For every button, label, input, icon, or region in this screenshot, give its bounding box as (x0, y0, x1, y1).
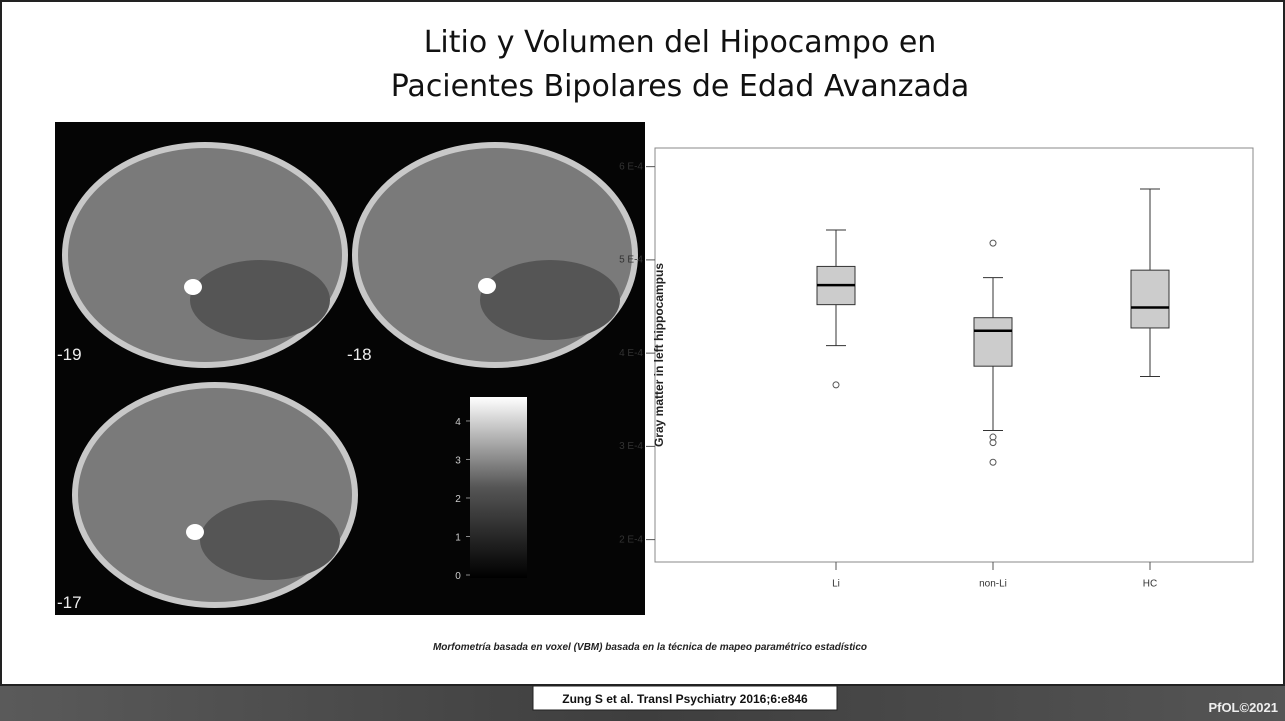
y-tick-label: 6 E-4 (619, 161, 643, 172)
box (1131, 270, 1169, 328)
colorbar-tick-label: 4 (455, 417, 461, 428)
plot-area (655, 148, 1253, 562)
slide: Litio y Volumen del Hipocampo en Pacient… (0, 0, 1285, 721)
caption: Morfometría basada en voxel (VBM) basada… (433, 642, 867, 653)
title-line: Pacientes Bipolares de Edad Avanzada (391, 69, 970, 104)
slice-label: -18 (347, 345, 372, 364)
colorbar-tick-label: 1 (455, 532, 461, 543)
slice-label: -19 (57, 345, 82, 364)
x-tick-label: HC (1143, 579, 1157, 590)
y-axis-label: Gray matter in left hippocampus (652, 263, 666, 447)
colorbar-tick-label: 2 (455, 494, 461, 505)
box (974, 318, 1012, 366)
citation: Zung S et al. Transl Psychiatry 2016;6:e… (562, 692, 808, 706)
footer-credit: PfOL©2021 (1208, 700, 1278, 715)
slice-label: -17 (57, 593, 82, 612)
brain-images (55, 122, 645, 615)
title-line: Litio y Volumen del Hipocampo en (424, 25, 937, 60)
y-tick-label: 5 E-4 (619, 255, 643, 266)
y-tick-label: 4 E-4 (619, 348, 643, 359)
y-tick-label: 2 E-4 (619, 534, 643, 545)
colorbar (470, 397, 527, 578)
y-tick-label: 3 E-4 (619, 441, 643, 452)
colorbar-tick-label: 0 (455, 571, 461, 582)
x-tick-label: non-Li (979, 579, 1007, 590)
x-tick-label: Li (832, 579, 840, 590)
colorbar-tick-label: 3 (455, 455, 461, 466)
